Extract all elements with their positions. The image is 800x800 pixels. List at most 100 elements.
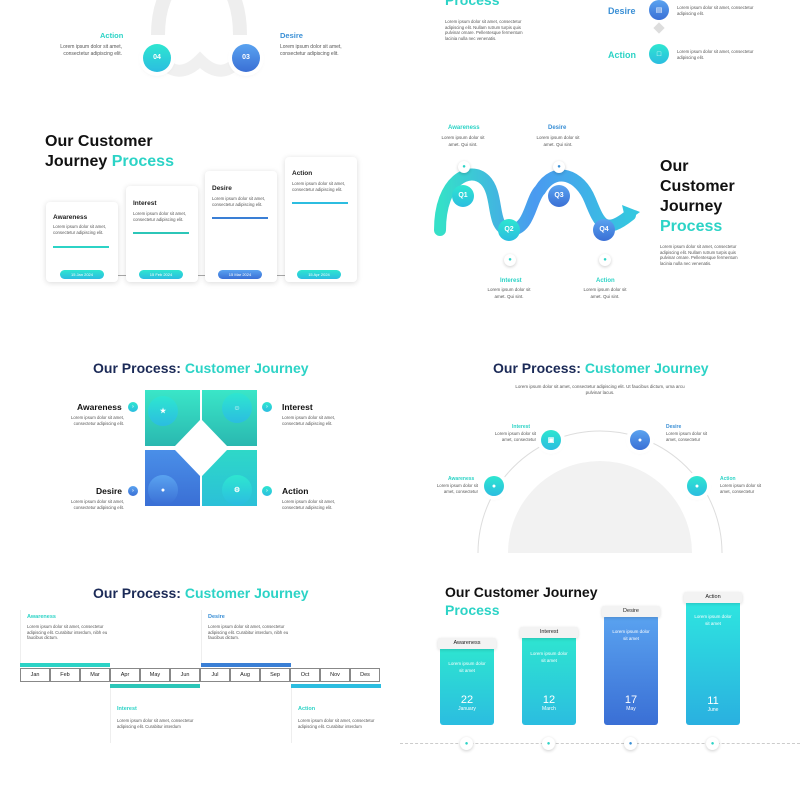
card-text: Lorem ipsum dolor sit amet, consectetur … — [292, 181, 346, 192]
bar-month: June — [707, 707, 719, 713]
bar-number: 12 — [542, 694, 556, 706]
awareness-text: Lorem ipsum dolor sit amet, consectetur — [436, 483, 478, 494]
action-text: Lorem ipsum dolor sit amet, consectetur … — [298, 718, 375, 729]
bar-desire: Lorem ipsum dolor sit amet 17 May — [604, 615, 658, 725]
action-text: Lorem ipsum dolor sit amet, consectetur … — [282, 499, 336, 510]
team-icon: ● — [504, 254, 516, 266]
bar-text: Lorem ipsum dolor sit amet — [530, 651, 568, 663]
group-icon: ● — [599, 254, 611, 266]
step-04-circle: 04 — [143, 44, 171, 72]
chevron-right-icon: › — [128, 402, 138, 412]
gear-icon: ⚙ — [222, 475, 252, 505]
people-icon: ● — [687, 476, 707, 496]
desire-label: Desire — [96, 486, 122, 496]
action-label: Action — [720, 476, 736, 482]
team-icon: ● — [624, 737, 637, 750]
action-bar — [291, 684, 381, 688]
desire-text: Lorem ipsum dolor sit amet. Qui sint. — [536, 135, 580, 147]
bar-label-interest: Interest — [520, 627, 578, 638]
desire-label: Desire — [666, 424, 682, 430]
card-progress — [292, 202, 348, 204]
interest-bar — [110, 684, 200, 688]
title-line-2: Journey — [45, 153, 108, 170]
awareness-block: Awareness Lorem ipsum dolor sit amet, co… — [20, 610, 110, 665]
desire-text: Lorem ipsum dolor sit amet, consectetur … — [677, 5, 754, 16]
desire-text: Lorem ipsum dolor sit amet, consectetur … — [208, 624, 289, 640]
hand-icon: ● — [553, 161, 565, 173]
desire-label: Desire — [280, 31, 303, 40]
awareness-label: Awareness — [448, 125, 480, 131]
title-part-2: Customer Journey — [184, 585, 309, 601]
slide-6: Our Process: Customer Journey Lorem ipsu… — [400, 340, 800, 555]
card-interest: Interest Lorem ipsum dolor sit amet, con… — [126, 186, 198, 282]
action-block: Action Lorem ipsum dolor sit amet, conse… — [291, 688, 381, 743]
card-label: Interest — [133, 200, 157, 207]
awareness-label: Awareness — [27, 614, 56, 620]
title-our: Our — [660, 158, 689, 175]
month-cell: Aug — [230, 668, 260, 682]
chevron-right-icon: › — [262, 486, 272, 496]
team-icon: ● — [630, 430, 650, 450]
group-icon: ● — [706, 737, 719, 750]
month-cell: Feb — [50, 668, 80, 682]
card-progress — [212, 217, 268, 219]
document-icon: □ — [649, 44, 669, 64]
month-cell: Jan — [20, 668, 50, 682]
action-label: Action — [608, 50, 636, 60]
q1-circle: Q1 — [452, 185, 474, 207]
q3-circle: Q3 — [548, 185, 570, 207]
users-icon: ● — [460, 737, 473, 750]
card-text: Lorem ipsum dolor sit amet, consectetur … — [53, 224, 107, 235]
date-pill: 15 Apr 2024 — [297, 270, 341, 279]
title-part-1: Our Process: — [93, 360, 185, 376]
desire-block: Desire Lorem ipsum dolor sit amet, conse… — [201, 610, 291, 665]
bar-text: Lorem ipsum dolor sit amet — [448, 661, 486, 673]
awareness-bar — [20, 663, 110, 667]
interest-block: Interest Lorem ipsum dolor sit amet, con… — [110, 688, 200, 743]
card-text: Lorem ipsum dolor sit amet, consectetur … — [212, 196, 266, 207]
title-part-1: Our Process: — [93, 585, 185, 601]
desire-text: Lorem ipsum dolor sit amet, consectetur — [666, 431, 708, 442]
bar-text: Lorem ipsum dolor sit amet — [612, 629, 650, 641]
month-cell: Nov — [320, 668, 350, 682]
title-process: Process — [660, 218, 723, 235]
slide-body: Lorem ipsum dolor sit amet, consectetur … — [445, 19, 523, 41]
users-icon: ● — [458, 161, 470, 173]
interest-label: Interest — [117, 706, 137, 712]
connector-curve — [151, 0, 248, 77]
chat-icon: ● — [542, 737, 555, 750]
month-cell: Sep — [260, 668, 290, 682]
monitor-icon: ▣ — [541, 430, 561, 450]
title-part-2: Customer Journey — [584, 360, 709, 376]
bar-month: March — [542, 706, 556, 712]
card-awareness: Awareness Lorem ipsum dolor sit amet, co… — [46, 202, 118, 282]
bar-number: 11 — [707, 695, 719, 707]
card-label: Desire — [212, 185, 232, 192]
bar-label-awareness: Awareness — [438, 638, 496, 649]
awareness-label: Awareness — [77, 402, 122, 412]
trophy-icon: ★ — [148, 396, 178, 426]
month-cell: Apr — [110, 668, 140, 682]
users-icon: ● — [484, 476, 504, 496]
month-cell: Jul — [200, 668, 230, 682]
arc-graphic — [477, 430, 723, 553]
slide-4: Awareness Lorem ipsum dolor sit amet. Qu… — [400, 120, 800, 320]
awareness-text: Lorem ipsum dolor sit amet. Qui sint. — [441, 135, 485, 147]
desire-bar — [201, 663, 291, 667]
date-pill: 15 Feb 2024 — [139, 270, 183, 279]
slide-5: Our Process: Customer Journey ★ ☺ ● ⚙ Aw… — [0, 340, 400, 540]
interest-label: Interest — [500, 278, 522, 284]
action-label: Action — [282, 486, 309, 496]
interest-label: Interest — [282, 402, 313, 412]
slide-body: Lorem ipsum dolor sit amet, consectetur … — [660, 244, 738, 266]
month-cell: Oct — [290, 668, 320, 682]
date-pill: 15 Jan 2024 — [60, 270, 104, 279]
card-progress — [133, 232, 189, 234]
chevron-right-icon: › — [262, 402, 272, 412]
date-pill: 15 Mar 2024 — [218, 270, 262, 279]
step-03-circle: 03 — [232, 44, 260, 72]
desire-text: Lorem ipsum dolor sit amet, consectetur … — [280, 44, 342, 57]
baseline — [400, 743, 800, 744]
interest-text: Lorem ipsum dolor sit amet. Qui sint. — [487, 287, 531, 299]
title-line-2: Process — [445, 602, 500, 618]
